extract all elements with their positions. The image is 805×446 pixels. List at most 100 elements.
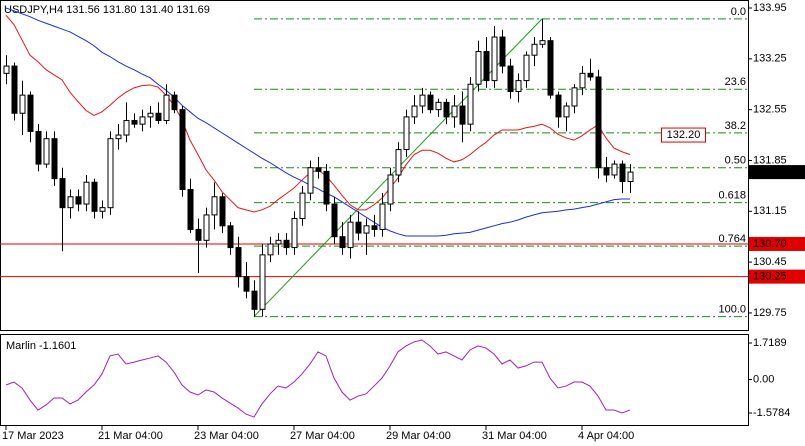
candle-body (339, 236, 346, 249)
candle-body (235, 247, 242, 278)
candle-body (419, 94, 426, 107)
candle-body (459, 105, 466, 125)
candle-body (243, 276, 250, 292)
moving-average (5, 7, 630, 237)
x-tick-label: 31 Mar 04:00 (482, 430, 547, 442)
y-tick-label: 132.55 (753, 104, 787, 116)
candle-body (627, 171, 634, 183)
candle-body (619, 163, 626, 183)
candle-body (475, 51, 482, 85)
candle-body (131, 120, 138, 125)
candle-body (267, 243, 274, 256)
x-tick-label: 27 Mar 04:00 (290, 430, 355, 442)
candle-body (171, 94, 178, 111)
candle-body (507, 65, 514, 92)
candle-body (395, 149, 402, 176)
candle-body (251, 290, 258, 310)
current-price-label: 131.69 (753, 166, 787, 178)
candle-body (563, 105, 570, 118)
y-tick-label: 129.75 (753, 307, 787, 319)
candle-body (491, 36, 498, 82)
candle-body (595, 76, 602, 169)
candle-body (43, 138, 50, 165)
candle-body (139, 116, 146, 125)
candle-body (187, 189, 194, 230)
candle-body (587, 72, 594, 78)
fib-label: 0.50 (725, 155, 746, 167)
candle-body (75, 196, 82, 205)
x-tick-label: 21 Mar 04:00 (98, 430, 163, 442)
price-tag-label: 130.70 (753, 238, 787, 250)
candle-body (523, 54, 530, 82)
candle-body (163, 94, 170, 122)
candle-body (363, 225, 370, 234)
candle-body (531, 43, 538, 56)
candle-body (299, 192, 306, 220)
candle-body (115, 134, 122, 140)
candle-body (443, 101, 450, 118)
candle-body (571, 87, 578, 107)
y-tick-label: 133.95 (753, 2, 787, 14)
fib-label: 0.618 (718, 189, 746, 201)
x-tick-label: 23 Mar 04:00 (194, 430, 259, 442)
candle-body (91, 181, 98, 212)
candle-body (155, 112, 162, 122)
y-tick-label: 131.15 (753, 205, 787, 217)
candle-body (275, 239, 282, 245)
candle-body (3, 65, 10, 74)
candle-body (555, 94, 562, 118)
price-tag-label: 130.25 (753, 271, 787, 283)
candle-body (11, 65, 18, 114)
candle-body (203, 214, 210, 241)
candle-body (283, 239, 290, 249)
candle-body (355, 221, 362, 234)
candle-body (499, 36, 506, 67)
candle-body (387, 174, 394, 205)
candle-body (603, 167, 610, 176)
candle-body (515, 80, 522, 92)
candle-body (291, 218, 298, 249)
candle-body (579, 72, 586, 89)
candle-body (323, 170, 330, 205)
candle-body (467, 83, 474, 125)
main-panel-frame (0, 0, 749, 331)
candle-body (435, 101, 442, 111)
candle-body (611, 163, 618, 176)
x-tick-label: 4 Apr 04:00 (578, 430, 634, 442)
x-tick-label: 29 Mar 04:00 (386, 430, 451, 442)
candle-body (347, 221, 354, 249)
x-tick-label: 17 Mar 2023 (2, 430, 64, 442)
indicator-y-tick-label: 1.7189 (753, 337, 787, 349)
indicator-line (5, 339, 631, 418)
y-tick-label: 133.25 (753, 53, 787, 65)
fib-label: 38.2 (725, 120, 746, 132)
candle-body (59, 178, 66, 209)
candle-body (427, 94, 434, 111)
candle-body (371, 225, 378, 230)
candle-body (99, 207, 106, 212)
candle-body (259, 254, 266, 310)
candle-body (539, 40, 546, 45)
candle-body (547, 40, 554, 96)
candle-body (483, 51, 490, 82)
candle-body (195, 228, 202, 241)
current-price-box (749, 165, 805, 180)
fib-label: 0.764 (718, 233, 746, 245)
candle-body (107, 138, 114, 209)
candle-body (83, 181, 90, 205)
candle-body (179, 109, 186, 191)
candle-body (147, 112, 154, 118)
price-tag (749, 269, 805, 284)
candle-body (35, 130, 42, 165)
indicator-y-tick-label: -1.5784 (753, 407, 790, 419)
candle-body (27, 94, 34, 132)
price-tag (749, 236, 805, 251)
indicator-label: Marlin -1.1601 (6, 340, 76, 352)
indicator-panel-frame (0, 334, 749, 426)
candle-body (67, 196, 74, 209)
candle-body (219, 196, 226, 227)
candle-body (227, 225, 234, 249)
